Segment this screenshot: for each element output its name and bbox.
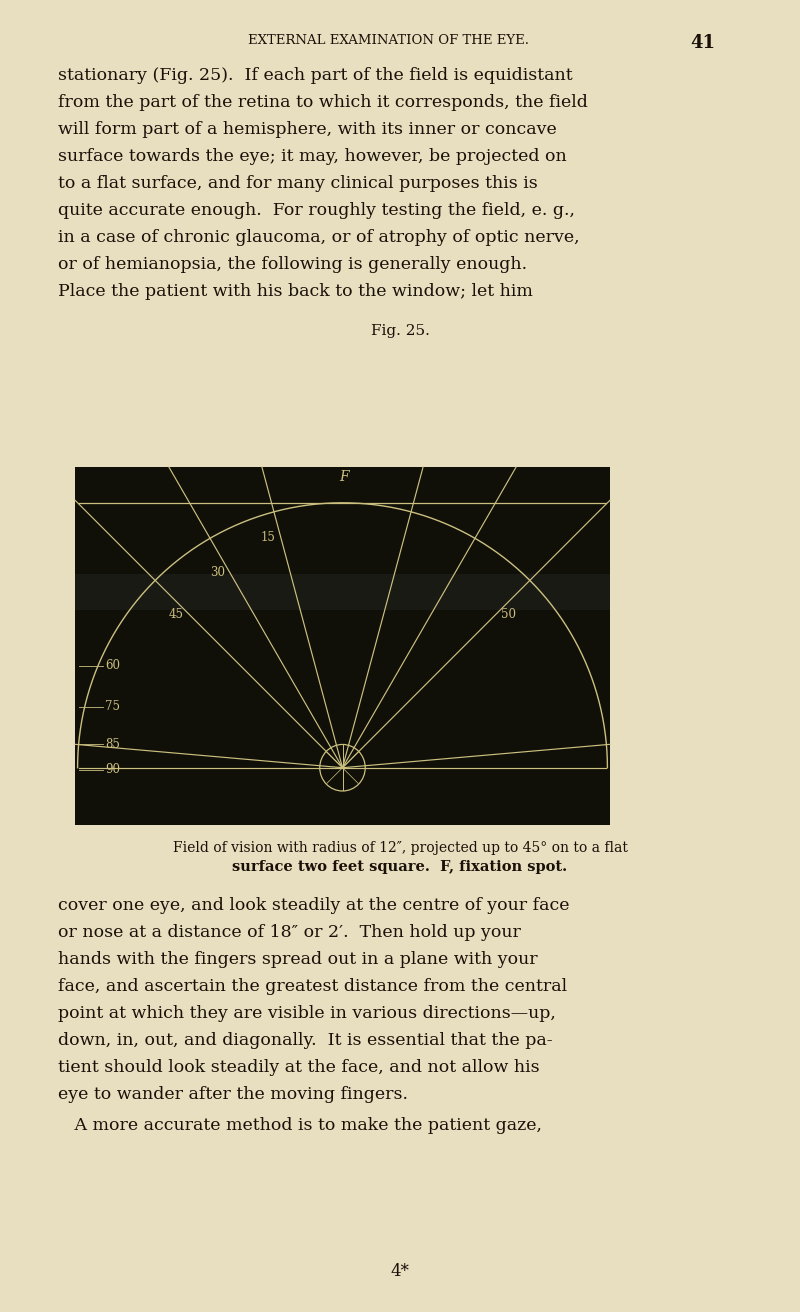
Text: 4*: 4* bbox=[390, 1263, 410, 1281]
Text: Fig. 25.: Fig. 25. bbox=[370, 324, 430, 338]
Text: quite accurate enough.  For roughly testing the field, e. g.,: quite accurate enough. For roughly testi… bbox=[58, 202, 575, 219]
Text: 41: 41 bbox=[690, 34, 715, 52]
Text: or of hemianopsia, the following is generally enough.: or of hemianopsia, the following is gene… bbox=[58, 256, 527, 273]
Text: cover one eye, and look steadily at the centre of your face: cover one eye, and look steadily at the … bbox=[58, 897, 570, 914]
Text: 45: 45 bbox=[169, 607, 184, 621]
Text: to a flat surface, and for many clinical purposes this is: to a flat surface, and for many clinical… bbox=[58, 174, 538, 192]
Text: from the part of the retina to which it corresponds, the field: from the part of the retina to which it … bbox=[58, 94, 588, 112]
Text: tient should look steadily at the face, and not allow his: tient should look steadily at the face, … bbox=[58, 1059, 540, 1076]
Text: F: F bbox=[340, 470, 350, 484]
Text: Field of vision with radius of 12″, projected up to 45° on to a flat: Field of vision with radius of 12″, proj… bbox=[173, 841, 627, 855]
Text: 30: 30 bbox=[210, 567, 225, 579]
Bar bbox=[75, 467, 610, 825]
Text: or nose at a distance of 18″ or 2′.  Then hold up your: or nose at a distance of 18″ or 2′. Then… bbox=[58, 924, 521, 941]
Text: 85: 85 bbox=[105, 737, 120, 750]
Text: 15: 15 bbox=[261, 531, 276, 544]
Text: 60: 60 bbox=[105, 659, 120, 672]
Text: surface two feet square.  F, fixation spot.: surface two feet square. F, fixation spo… bbox=[233, 859, 567, 874]
Text: in a case of chronic glaucoma, or of atrophy of optic nerve,: in a case of chronic glaucoma, or of atr… bbox=[58, 230, 580, 247]
Text: 50: 50 bbox=[501, 607, 516, 621]
Text: 75: 75 bbox=[105, 701, 120, 714]
Text: eye to wander after the moving fingers.: eye to wander after the moving fingers. bbox=[58, 1086, 408, 1103]
Text: down, in, out, and diagonally.  It is essential that the pa-: down, in, out, and diagonally. It is ess… bbox=[58, 1033, 553, 1050]
Text: hands with the fingers spread out in a plane with your: hands with the fingers spread out in a p… bbox=[58, 951, 538, 968]
Text: will form part of a hemisphere, with its inner or concave: will form part of a hemisphere, with its… bbox=[58, 121, 557, 138]
Text: A more accurate method is to make the patient gaze,: A more accurate method is to make the pa… bbox=[58, 1117, 542, 1134]
Text: surface towards the eye; it may, however, be projected on: surface towards the eye; it may, however… bbox=[58, 148, 566, 165]
Bar bbox=[75, 575, 610, 610]
Text: Place the patient with his back to the window; let him: Place the patient with his back to the w… bbox=[58, 283, 533, 300]
Text: 90: 90 bbox=[105, 764, 120, 775]
Text: face, and ascertain the greatest distance from the central: face, and ascertain the greatest distanc… bbox=[58, 977, 567, 994]
Text: stationary (Fig. 25).  If each part of the field is equidistant: stationary (Fig. 25). If each part of th… bbox=[58, 67, 573, 84]
Text: point at which they are visible in various directions—up,: point at which they are visible in vario… bbox=[58, 1005, 556, 1022]
Text: EXTERNAL EXAMINATION OF THE EYE.: EXTERNAL EXAMINATION OF THE EYE. bbox=[247, 34, 529, 47]
